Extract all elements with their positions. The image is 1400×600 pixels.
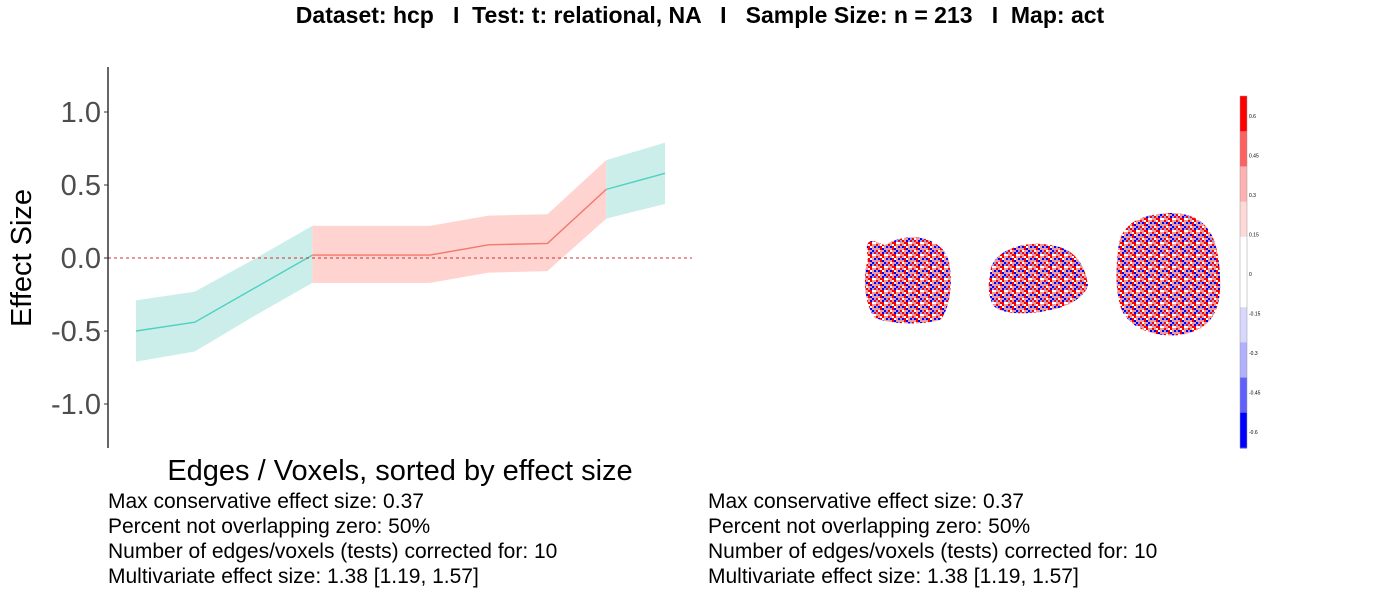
brain-slice-coronal <box>1116 213 1221 336</box>
colorbar-tick-label: -0.3 <box>1249 351 1258 357</box>
colorbar-tick-label: -0.15 <box>1249 312 1261 318</box>
colorbar-segment <box>1240 342 1247 379</box>
brain-slice-sagittal <box>988 243 1088 314</box>
stat-max-conservative: Max conservative effect size: 0.37 <box>708 490 1024 513</box>
y-axis-label: Effect Size <box>6 189 38 327</box>
stat-number-corrected: Number of edges/voxels (tests) corrected… <box>708 540 1158 563</box>
line-overlapping-zero <box>312 188 607 256</box>
brain-map-panel: 0.6 0.45 0.3 0.15 0 -0.15 -0.3 -0.45 -0.6 <box>864 95 1261 449</box>
colorbar: 0.6 0.45 0.3 0.15 0 -0.15 -0.3 -0.45 -0.6 <box>1239 95 1261 449</box>
colorbar-tick-label: -0.6 <box>1249 430 1258 436</box>
effect-size-chart: Effect Size Edges / Voxels, sorted by ef… <box>6 67 692 487</box>
x-axis-label: Edges / Voxels, sorted by effect size <box>167 455 632 487</box>
colorbar-segment <box>1240 412 1247 449</box>
colorbar-tick-label: 0.6 <box>1249 114 1256 120</box>
figure-title: Dataset: hcp I Test: t: relational, NA I… <box>295 2 1105 28</box>
colorbar-segment <box>1240 377 1247 414</box>
stats-right: Max conservative effect size: 0.37 Perce… <box>708 489 1157 589</box>
stat-percent-not-overlapping: Percent not overlapping zero: 50% <box>708 515 1031 538</box>
brain-slice-axial <box>864 237 951 324</box>
y-tick-label: 0.5 <box>61 170 101 202</box>
colorbar-segment <box>1240 307 1247 343</box>
y-tick-label: -0.5 <box>51 316 101 348</box>
colorbar-tick-label: 0.15 <box>1249 233 1259 239</box>
colorbar-frame <box>1239 95 1248 449</box>
colorbar-tick-label: -0.45 <box>1249 391 1261 397</box>
line-not-overlapping-zero <box>135 254 313 332</box>
y-tick-label: -1.0 <box>51 389 101 421</box>
colorbar-tick-label: 0.3 <box>1249 193 1256 199</box>
colorbar-segment <box>1240 166 1247 203</box>
colorbar-segment <box>1240 131 1247 167</box>
band-not-overlapping-zero <box>606 142 665 219</box>
band-overlapping-zero <box>312 160 607 283</box>
colorbar-segment <box>1240 236 1247 273</box>
series-lines <box>135 172 666 332</box>
confidence-bands <box>136 142 665 362</box>
stats-left: Max conservative effect size: 0.37 Perce… <box>108 489 557 589</box>
stat-number-corrected: Number of edges/voxels (tests) corrected… <box>108 540 558 563</box>
line-not-overlapping-zero <box>606 172 666 191</box>
colorbar-tick-label: 0.45 <box>1249 154 1259 160</box>
stat-percent-not-overlapping: Percent not overlapping zero: 50% <box>108 515 431 538</box>
band-not-overlapping-zero <box>136 225 313 362</box>
colorbar-tick-label: 0 <box>1249 272 1252 278</box>
y-tick-label: 1.0 <box>61 97 101 129</box>
colorbar-segment <box>1240 201 1247 238</box>
y-tick-label: 0.0 <box>61 243 101 275</box>
stat-multivariate: Multivariate effect size: 1.38 [1.19, 1.… <box>708 565 1079 588</box>
stat-multivariate: Multivariate effect size: 1.38 [1.19, 1.… <box>108 565 479 588</box>
colorbar-segment <box>1240 272 1247 308</box>
colorbar-segment <box>1240 96 1247 132</box>
stat-max-conservative: Max conservative effect size: 0.37 <box>108 490 424 513</box>
